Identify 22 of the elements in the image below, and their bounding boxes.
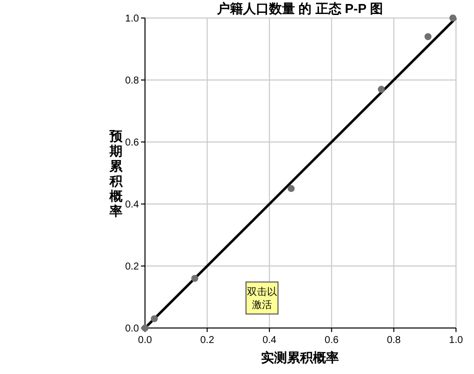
point bbox=[424, 33, 432, 40]
point bbox=[150, 315, 158, 322]
y-tick-label: 0.0 bbox=[125, 324, 140, 334]
y-axis-title: 预期累积概率 bbox=[108, 128, 124, 218]
x-tick-label: 0.6 bbox=[324, 335, 339, 346]
point bbox=[191, 274, 198, 282]
y-tick-label: 0.6 bbox=[125, 138, 140, 148]
x-tick-label: 1.0 bbox=[449, 335, 464, 346]
annotation: 双击以激活 bbox=[247, 286, 277, 311]
x-tick-label: 0.4 bbox=[262, 335, 277, 346]
point bbox=[449, 14, 456, 22]
x-tick-label: 0.2 bbox=[200, 335, 215, 346]
point bbox=[288, 185, 295, 192]
y-tick-label: 0.4 bbox=[125, 200, 140, 210]
x-tick-label: 0.8 bbox=[386, 335, 402, 346]
y-tick-label: 0.8 bbox=[125, 76, 140, 86]
point bbox=[378, 86, 385, 93]
x-axis-title: 实测累积概率 bbox=[261, 350, 339, 365]
y-tick-label: 0.2 bbox=[125, 262, 140, 272]
x-tick-label: 0.0 bbox=[138, 335, 152, 346]
y-tick-label: 1.0 bbox=[125, 14, 140, 24]
chart-title: 户籍人口数量 的 正态 P-P 图 bbox=[216, 1, 383, 16]
